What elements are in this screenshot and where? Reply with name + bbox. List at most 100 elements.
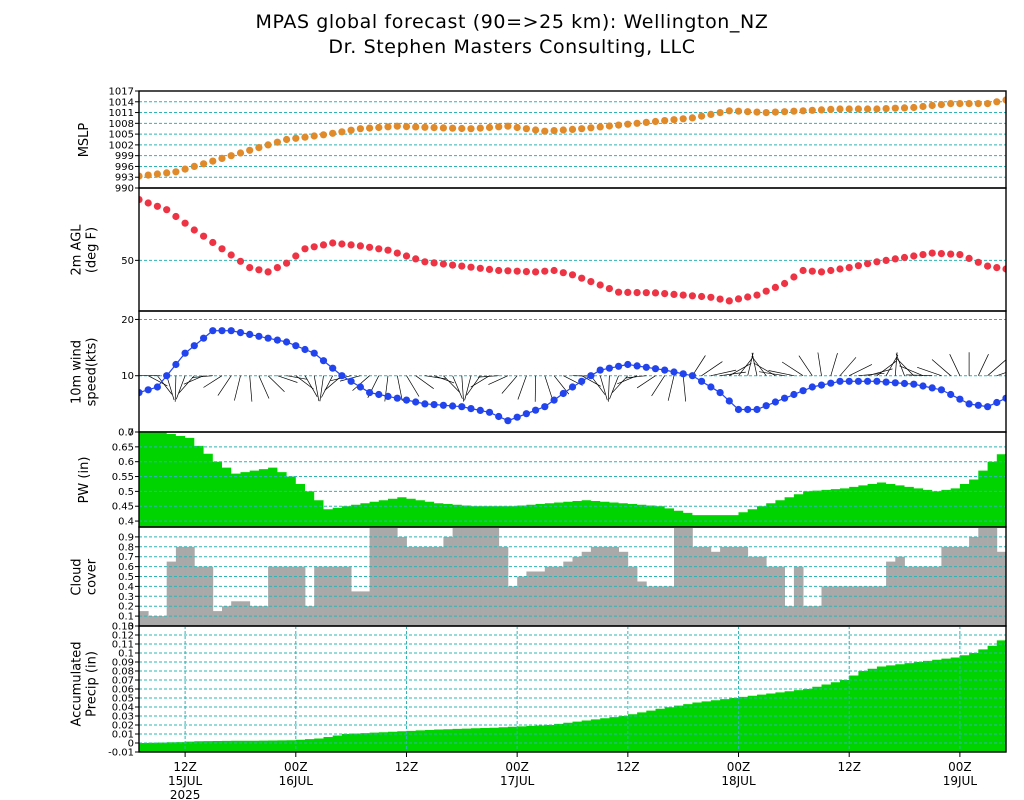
temp-point [255,266,263,274]
mslp-point [781,108,789,116]
wind-point [550,396,558,404]
cloud-bar [535,571,546,626]
wind-point [587,372,595,380]
wind-barb [191,375,213,378]
temp-point [301,245,309,253]
wind-point [236,329,245,337]
mslp-ylabel: MSLP [77,123,92,158]
wind-point [163,372,171,380]
cloud-bar [434,546,444,626]
cloud-bar [351,591,361,626]
mslp-point [707,110,715,118]
wind-barb [452,375,463,399]
mslp-ytick-label: 1014 [109,97,134,108]
wind-barb [174,375,177,402]
mslp-point [679,115,687,123]
mslp-point [947,100,955,108]
cloud-bar [443,536,453,626]
wind-barb [609,375,619,400]
wind-point [384,392,392,400]
wind-point [974,401,982,409]
mslp-point [891,104,899,112]
temp-point [513,267,521,275]
temp-point [744,293,752,301]
mslp-point [163,169,171,177]
mslp-ytick-label: 1017 [109,87,134,98]
cloud-bar [240,601,251,626]
mslp-point [864,105,872,113]
mslp-point [919,102,927,111]
wind-barb [470,375,490,388]
temp-point [596,281,604,289]
wind-point [854,377,863,385]
x-tick-label-time: 12Z [173,760,197,774]
wind-point [139,389,143,397]
x-tick-label-time: 12Z [837,760,861,774]
mslp-point [688,114,697,122]
mslp-point [984,100,992,108]
wind-barb [949,354,961,376]
temp-point [412,255,420,263]
wind-point [698,377,706,385]
x-tick-label-date: 19JUL [943,774,978,788]
wind-point [928,384,936,392]
mslp-ytick-label: 990 [115,184,134,195]
temp-point [891,255,899,263]
wind-point [568,383,577,391]
temp-point [790,273,798,281]
wind-point [292,342,300,350]
wind-point [615,362,623,370]
wind-barb [876,360,898,376]
wind-barb [899,365,924,377]
mslp-ytick-label: 1008 [109,119,134,130]
wind-barb [896,358,915,376]
temp-point [541,267,549,275]
temp-point [338,240,346,248]
temp-point [937,250,946,258]
mslp-point [264,141,272,149]
temp-point [218,245,226,253]
temp-point [661,290,669,298]
wind-point [273,336,281,344]
wind-point [153,383,161,391]
cloud-bar [987,527,998,626]
wind-point [771,398,780,406]
mslp-point [430,124,438,132]
mslp-ytick-label: 1002 [109,140,134,151]
mslp-point [209,157,217,165]
temp-point [485,265,494,273]
cloud-bar [692,546,702,626]
cloud-bar [157,616,167,626]
temp-point [873,258,881,266]
wind-point [200,334,208,342]
mslp-point [504,122,512,130]
mslp-ytick-label: 996 [115,162,134,173]
temp-point [799,266,807,275]
temp-point [144,199,152,207]
pw-ytick-label: 0.65 [112,442,134,453]
temp-point [522,268,531,276]
cloud-ytick-label: 0.4 [118,582,134,593]
wind-point [144,386,152,394]
temp-point [347,241,355,249]
wind-point [375,390,383,399]
wind-point [744,405,752,414]
wind-point [449,402,457,410]
cloud-bar [581,551,592,626]
wind-barb [667,375,675,401]
x-tick-label-time: 00Z [948,760,972,774]
wind-barb [415,375,434,389]
wind-barb [178,375,195,394]
mslp-ytick-label: 1005 [109,130,134,141]
chart-title: MPAS global forecast (90=>25 km): Wellin… [255,11,769,33]
wind-point [402,396,411,404]
temp-point [817,268,826,276]
temp-point [854,262,863,270]
mslp-point [836,105,844,113]
wind-point [956,395,964,403]
precip-ylabel: Precip (in) [85,651,100,717]
cloud-ytick-label: 0.7 [118,552,134,563]
mslp-point [356,125,364,133]
mslp-point [310,132,318,140]
mslp-point [227,152,235,160]
